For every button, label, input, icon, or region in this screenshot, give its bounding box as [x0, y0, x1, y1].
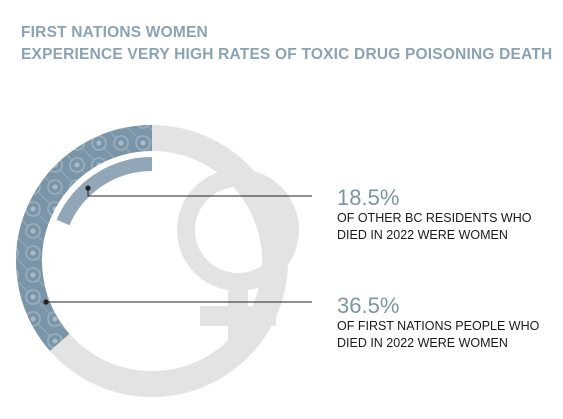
stat-other-bc-residents: 18.5% OF OTHER BC RESIDENTS WHO DIED IN …: [337, 186, 547, 244]
leader-line-other-bc: [87, 188, 312, 197]
stat-value: 18.5%: [337, 185, 400, 210]
leader-dot-first-nations: [43, 299, 49, 305]
chart-title-line-2: EXPERIENCE VERY HIGH RATES OF TOXIC DRUG…: [21, 46, 553, 63]
leader-dot-other-bc: [85, 185, 91, 191]
first-nations-women-arc: [16, 125, 153, 351]
chart-title: FIRST NATIONS WOMEN EXPERIENCE VERY HIGH…: [21, 22, 552, 66]
stat-first-nations-people: 36.5% OF FIRST NATIONS PEOPLE WHO DIED I…: [337, 294, 547, 352]
stat-value: 36.5%: [337, 293, 400, 318]
stat-description: OF OTHER BC RESIDENTS WHO DIED IN 2022 W…: [337, 211, 532, 242]
chart-title-line-1: FIRST NATIONS WOMEN: [21, 24, 208, 41]
stat-description: OF FIRST NATIONS PEOPLE WHO DIED IN 2022…: [337, 319, 540, 350]
other-bc-residents-women-arc: [56, 157, 153, 226]
